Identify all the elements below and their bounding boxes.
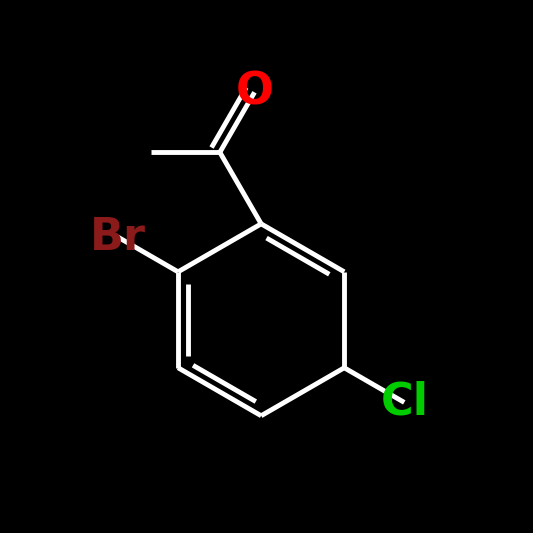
Text: Cl: Cl bbox=[380, 381, 428, 424]
Text: Br: Br bbox=[90, 216, 146, 259]
Text: O: O bbox=[236, 71, 273, 114]
